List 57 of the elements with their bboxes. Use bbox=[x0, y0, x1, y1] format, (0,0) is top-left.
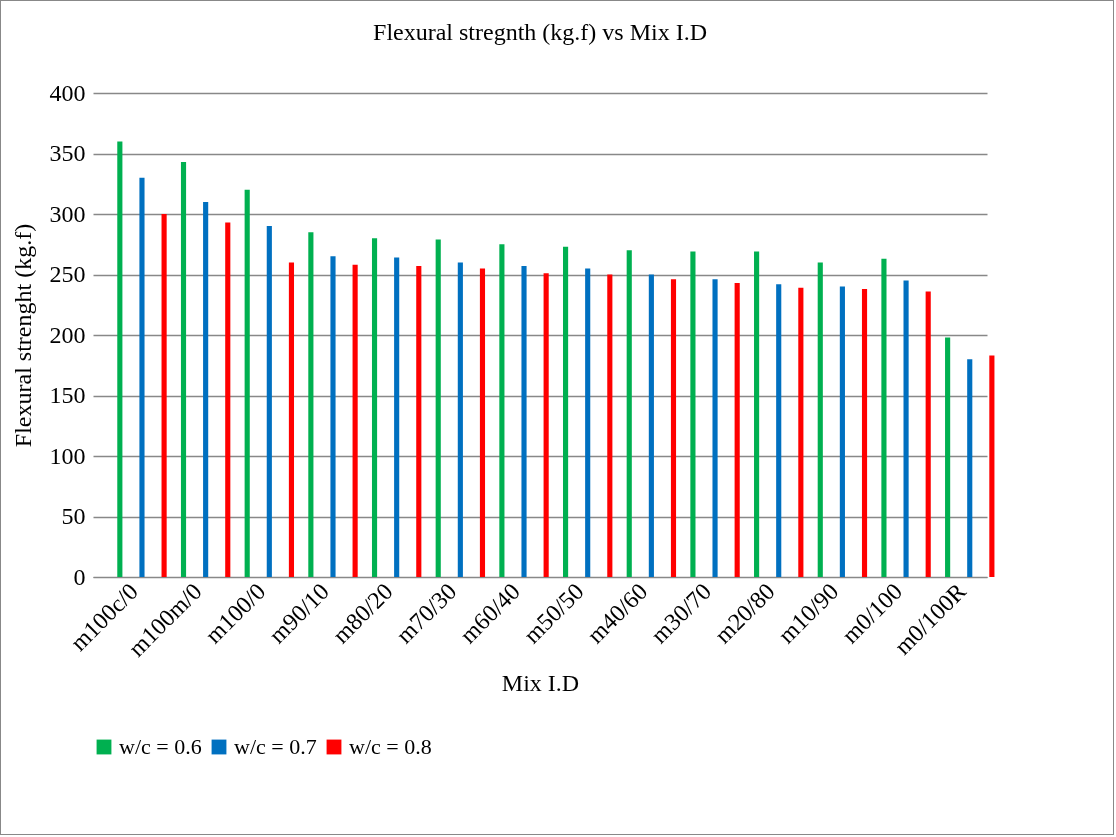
y-tick-label: 150 bbox=[49, 382, 86, 408]
bar bbox=[394, 257, 400, 577]
bar bbox=[607, 274, 613, 577]
bar bbox=[861, 289, 868, 577]
bar bbox=[161, 214, 167, 577]
bar bbox=[670, 279, 677, 577]
legend-label: w/c = 0.6 bbox=[119, 734, 202, 759]
bar bbox=[308, 232, 314, 577]
bar bbox=[563, 246, 569, 577]
bar bbox=[352, 264, 358, 577]
chart-title: Flexural stregnth (kg.f) vs Mix I.D bbox=[373, 19, 707, 45]
bar bbox=[266, 226, 272, 577]
bar bbox=[244, 189, 250, 577]
bar bbox=[543, 273, 549, 577]
bar bbox=[754, 251, 760, 577]
bar bbox=[989, 355, 995, 577]
bar bbox=[180, 161, 187, 577]
y-tick-label: 100 bbox=[49, 442, 86, 469]
y-tick-label: 250 bbox=[49, 261, 86, 287]
bar bbox=[798, 287, 804, 577]
bar bbox=[499, 244, 505, 577]
legend-label: w/c = 0.8 bbox=[349, 734, 432, 759]
bar bbox=[139, 177, 145, 577]
bar bbox=[734, 282, 740, 577]
bar bbox=[881, 258, 887, 577]
bar bbox=[925, 291, 931, 577]
y-tick-label: 350 bbox=[49, 140, 86, 166]
bar bbox=[903, 280, 909, 577]
bar bbox=[945, 337, 951, 577]
bar bbox=[776, 284, 782, 577]
bar bbox=[203, 201, 209, 577]
bar bbox=[839, 286, 845, 577]
y-tick-label: 400 bbox=[49, 79, 86, 106]
bar bbox=[330, 256, 336, 577]
y-tick-label: 0 bbox=[73, 563, 86, 590]
bar bbox=[626, 250, 632, 577]
bar bbox=[967, 359, 973, 577]
bar bbox=[690, 251, 696, 577]
bar bbox=[648, 274, 654, 577]
bar bbox=[457, 262, 463, 577]
bar bbox=[416, 266, 422, 577]
legend-label: w/c = 0.7 bbox=[234, 734, 317, 759]
y-tick-label: 200 bbox=[49, 321, 86, 348]
y-axis-title: Flexural strenght (kg.f) bbox=[9, 223, 36, 448]
bar bbox=[585, 268, 591, 577]
bar bbox=[225, 222, 231, 577]
y-tick-label: 50 bbox=[61, 503, 86, 529]
bar bbox=[712, 279, 718, 577]
bar bbox=[117, 141, 123, 577]
bar bbox=[521, 266, 527, 577]
bar bbox=[479, 268, 486, 577]
bar bbox=[288, 262, 295, 577]
y-tick-label: 300 bbox=[49, 200, 86, 227]
bar bbox=[817, 262, 823, 577]
x-axis-title: Mix I.D bbox=[501, 669, 580, 696]
bar bbox=[371, 238, 378, 577]
bar bbox=[435, 239, 441, 577]
